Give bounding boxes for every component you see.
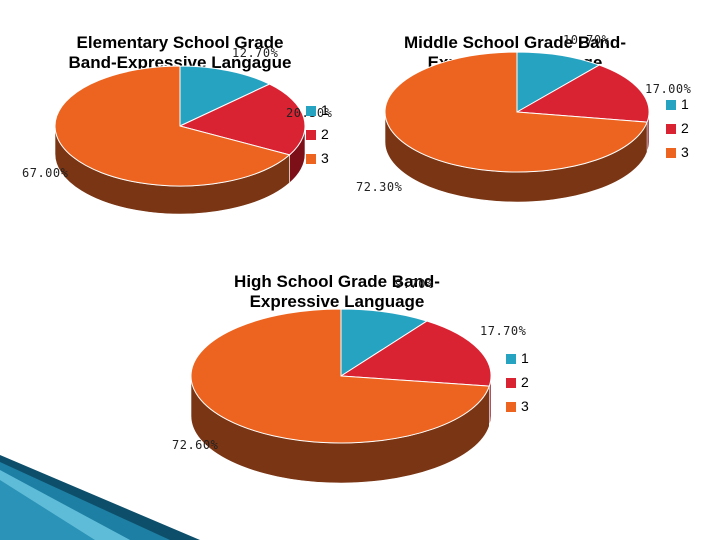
legend-item-high-3: 3 <box>506 398 550 422</box>
legend-high: 1 2 3 <box>506 350 550 422</box>
legend-label: 2 <box>681 120 689 136</box>
legend-swatch-series-2 <box>666 124 676 134</box>
legend-elementary: 1 2 3 <box>306 102 350 174</box>
pie-slice-series-1 <box>516 51 601 113</box>
legend-label: 2 <box>521 374 529 390</box>
legend-swatch-series-3 <box>506 402 516 412</box>
chart-title-high: High School Grade Band-Expressive Langua… <box>234 272 440 311</box>
legend-label: 1 <box>321 102 329 118</box>
data-label-high-2: 17.70% <box>480 324 527 338</box>
legend-swatch-series-1 <box>506 354 516 364</box>
legend-swatch-series-2 <box>306 130 316 140</box>
data-label-middle-2: 17.00% <box>645 82 692 96</box>
legend-item-elementary-1: 1 <box>306 102 350 126</box>
chart-title-elementary: Elementary School Grade Band-Expressive … <box>68 33 292 72</box>
legend-label: 3 <box>681 144 689 160</box>
legend-item-middle-2: 2 <box>666 120 710 144</box>
pie-slice-series-2 <box>178 83 306 156</box>
legend-swatch-series-3 <box>306 154 316 164</box>
legend-item-middle-3: 3 <box>666 144 710 168</box>
corner-stripe-inner <box>0 480 95 540</box>
legend-item-elementary-3: 3 <box>306 150 350 174</box>
pie-slice-series-1 <box>179 65 271 127</box>
legend-swatch-series-3 <box>666 148 676 158</box>
legend-label: 3 <box>521 398 529 414</box>
legend-item-high-2: 2 <box>506 374 550 398</box>
legend-middle: 1 2 3 <box>666 96 710 168</box>
data-label-high-1: 9.70% <box>395 277 434 291</box>
pie-slice-series-3 <box>54 65 291 187</box>
data-label-middle-3: 72.30% <box>356 180 403 194</box>
legend-label: 1 <box>521 350 529 366</box>
legend-label: 2 <box>321 126 329 142</box>
legend-item-elementary-2: 2 <box>306 126 350 150</box>
data-label-high-3: 72.60% <box>172 438 219 452</box>
pie-slice-series-3 <box>190 308 490 444</box>
pie-slice-series-3 <box>384 51 648 173</box>
pie-slice-series-1 <box>340 308 429 377</box>
legend-item-high-1: 1 <box>506 350 550 374</box>
legend-item-middle-1: 1 <box>666 96 710 120</box>
data-label-middle-1: 10.70% <box>563 33 610 47</box>
legend-label: 1 <box>681 96 689 112</box>
legend-swatch-series-1 <box>306 106 316 116</box>
legend-swatch-series-1 <box>666 100 676 110</box>
data-label-elementary-1: 12.70% <box>232 46 279 60</box>
legend-swatch-series-2 <box>506 378 516 388</box>
pie-slice-series-2 <box>515 64 650 123</box>
data-label-elementary-3: 67.00% <box>22 166 69 180</box>
legend-label: 3 <box>321 150 329 166</box>
pie-slice-series-2 <box>339 320 492 387</box>
